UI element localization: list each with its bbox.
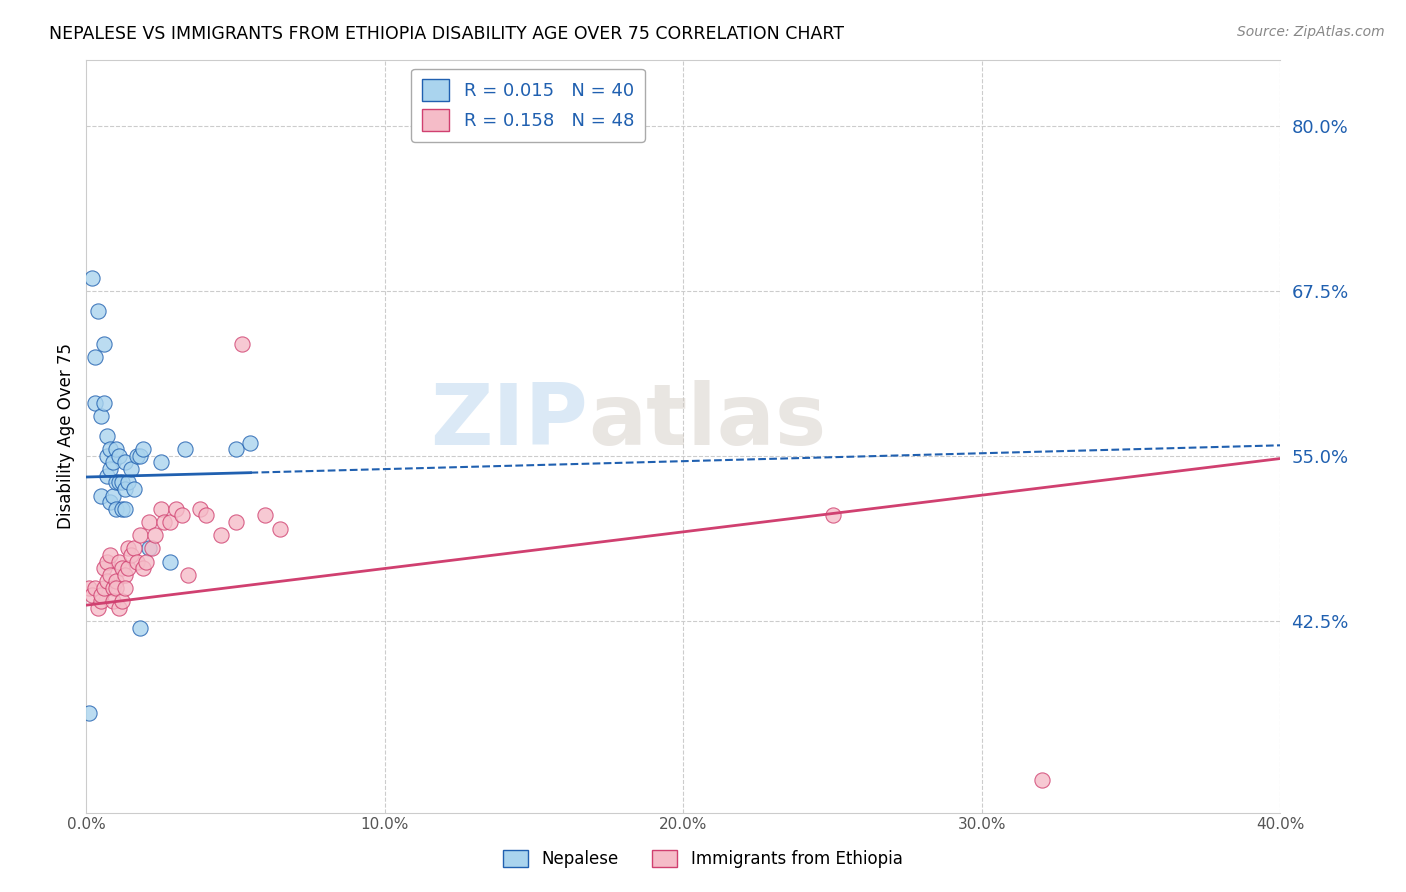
- Point: [84, 350, 107, 364]
- Point: [82, 270, 104, 285]
- Point: [141, 541, 163, 556]
- Point: [108, 475, 131, 490]
- Point: [93, 581, 115, 595]
- Point: [194, 508, 217, 523]
- Point: [254, 508, 277, 523]
- Point: [105, 442, 128, 457]
- Point: [153, 515, 176, 529]
- Point: [114, 455, 136, 469]
- Point: [129, 528, 152, 542]
- Point: [93, 336, 115, 351]
- Point: [125, 555, 148, 569]
- Point: [209, 528, 232, 542]
- Point: [96, 429, 118, 443]
- Point: [101, 581, 124, 595]
- Point: [117, 561, 139, 575]
- Text: ZIP: ZIP: [430, 379, 588, 463]
- Point: [159, 555, 181, 569]
- Point: [170, 508, 193, 523]
- Point: [135, 555, 157, 569]
- Point: [101, 489, 124, 503]
- Point: [132, 561, 155, 575]
- Point: [143, 528, 166, 542]
- Point: [96, 449, 118, 463]
- Point: [87, 600, 110, 615]
- Point: [120, 462, 142, 476]
- Point: [111, 501, 134, 516]
- Point: [87, 303, 110, 318]
- Point: [231, 336, 253, 351]
- Point: [225, 442, 247, 457]
- Point: [114, 581, 136, 595]
- Point: [129, 621, 152, 635]
- Point: [84, 396, 107, 410]
- Point: [111, 561, 134, 575]
- Point: [93, 561, 115, 575]
- Point: [122, 482, 145, 496]
- Point: [90, 489, 112, 503]
- Point: [225, 515, 247, 529]
- Point: [239, 435, 262, 450]
- Point: [114, 567, 136, 582]
- Point: [96, 555, 118, 569]
- Point: [105, 501, 128, 516]
- Point: [173, 442, 195, 457]
- Point: [129, 449, 152, 463]
- Point: [159, 515, 181, 529]
- Point: [105, 581, 128, 595]
- Y-axis label: Disability Age Over 75: Disability Age Over 75: [58, 343, 75, 529]
- Point: [98, 442, 121, 457]
- Point: [125, 449, 148, 463]
- Point: [98, 462, 121, 476]
- Point: [114, 482, 136, 496]
- Point: [114, 501, 136, 516]
- Point: [96, 468, 118, 483]
- Point: [122, 541, 145, 556]
- Text: NEPALESE VS IMMIGRANTS FROM ETHIOPIA DISABILITY AGE OVER 75 CORRELATION CHART: NEPALESE VS IMMIGRANTS FROM ETHIOPIA DIS…: [49, 25, 844, 43]
- Point: [93, 396, 115, 410]
- Point: [1031, 772, 1053, 787]
- Text: Source: ZipAtlas.com: Source: ZipAtlas.com: [1237, 25, 1385, 39]
- Point: [188, 501, 211, 516]
- Point: [138, 515, 160, 529]
- Point: [117, 475, 139, 490]
- Point: [82, 588, 104, 602]
- Point: [101, 455, 124, 469]
- Point: [165, 501, 187, 516]
- Point: [132, 442, 155, 457]
- Point: [108, 449, 131, 463]
- Point: [77, 706, 100, 721]
- Point: [98, 567, 121, 582]
- Point: [105, 574, 128, 589]
- Point: [149, 455, 172, 469]
- Point: [111, 475, 134, 490]
- Point: [77, 581, 100, 595]
- Point: [90, 594, 112, 608]
- Text: atlas: atlas: [588, 379, 827, 463]
- Point: [149, 501, 172, 516]
- Point: [120, 548, 142, 562]
- Point: [98, 548, 121, 562]
- Point: [98, 495, 121, 509]
- Point: [821, 508, 844, 523]
- Point: [105, 475, 128, 490]
- Point: [177, 567, 200, 582]
- Point: [96, 574, 118, 589]
- Point: [108, 600, 131, 615]
- Point: [111, 594, 134, 608]
- Legend: Nepalese, Immigrants from Ethiopia: Nepalese, Immigrants from Ethiopia: [496, 843, 910, 875]
- Point: [101, 594, 124, 608]
- Point: [108, 555, 131, 569]
- Point: [269, 522, 291, 536]
- Legend: R = 0.015   N = 40, R = 0.158   N = 48: R = 0.015 N = 40, R = 0.158 N = 48: [412, 69, 645, 142]
- Point: [84, 581, 107, 595]
- Point: [90, 588, 112, 602]
- Point: [138, 541, 160, 556]
- Point: [90, 409, 112, 424]
- Point: [117, 541, 139, 556]
